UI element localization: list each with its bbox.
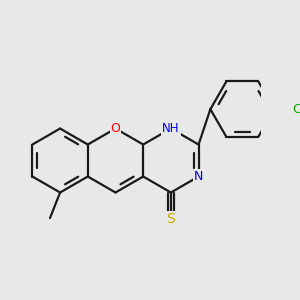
Text: O: O xyxy=(111,122,120,135)
Text: S: S xyxy=(167,212,175,226)
Text: N: N xyxy=(194,170,203,183)
Text: Cl: Cl xyxy=(292,103,300,116)
Text: NH: NH xyxy=(162,122,180,135)
